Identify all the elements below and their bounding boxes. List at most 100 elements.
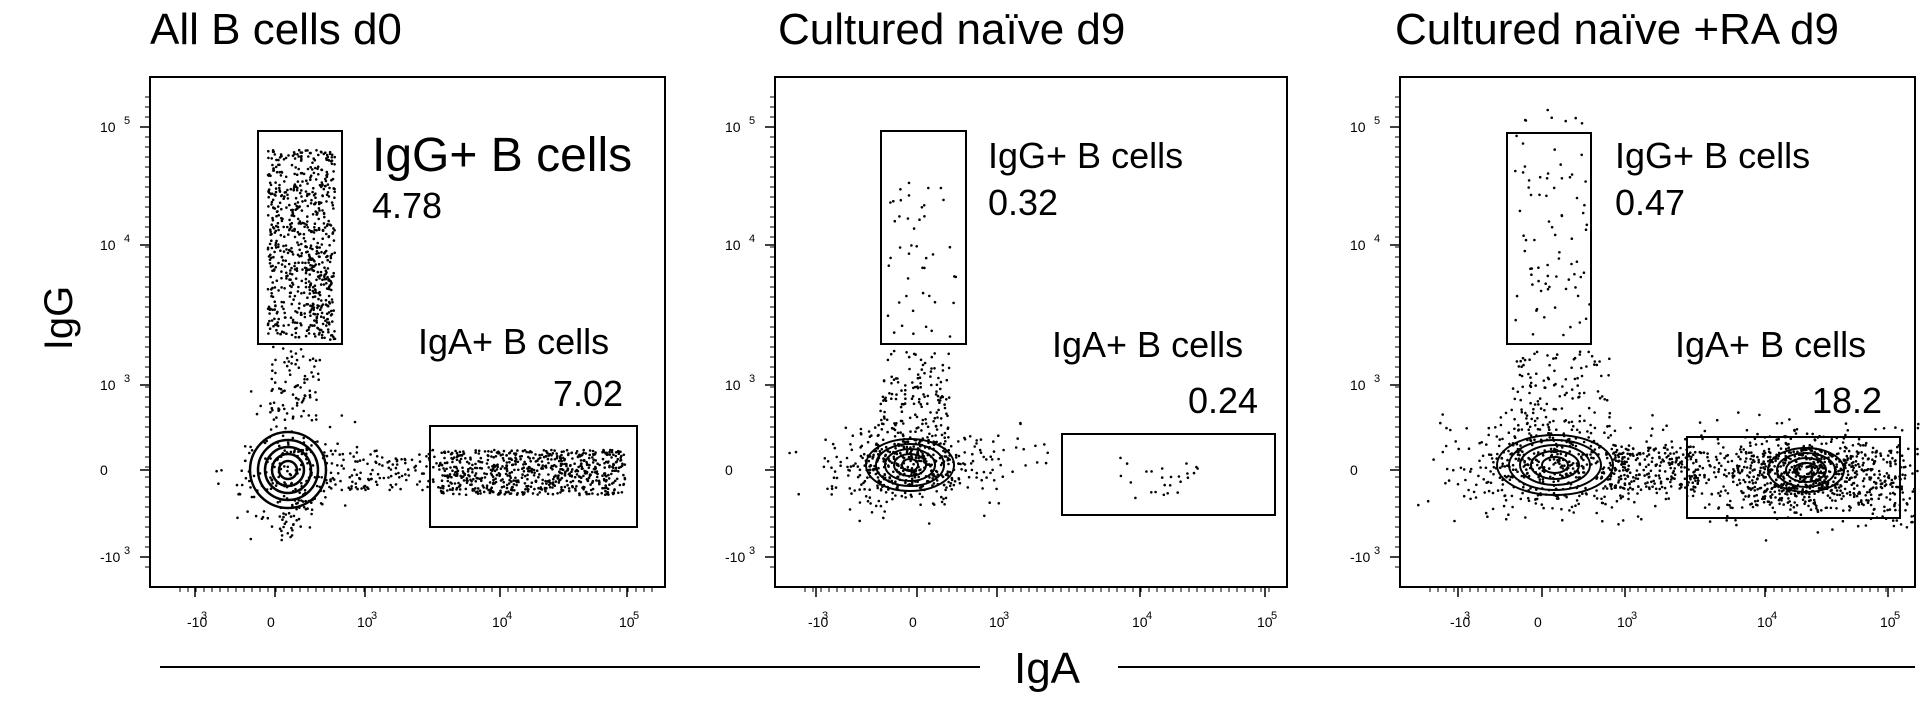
event-dot — [944, 450, 947, 454]
event-dot — [1807, 472, 1811, 475]
event-dot — [441, 474, 444, 477]
event-dot — [1454, 440, 1457, 443]
event-dot — [295, 173, 299, 176]
event-dot — [271, 308, 274, 312]
event-dot — [1546, 423, 1550, 426]
event-dot — [280, 255, 284, 259]
event-dot — [946, 470, 950, 474]
event-dot — [502, 480, 506, 484]
event-dot — [293, 183, 297, 186]
event-dot — [1750, 454, 1754, 458]
event-dot — [1659, 461, 1663, 464]
event-dot — [966, 486, 970, 489]
event-dot — [1642, 452, 1645, 455]
event-dot — [1582, 458, 1585, 462]
event-dot — [310, 444, 313, 447]
event-dot — [1583, 203, 1586, 207]
event-dot — [1529, 434, 1533, 437]
contour-double-negative — [1496, 434, 1614, 496]
event-dot — [1593, 363, 1596, 366]
event-dot — [370, 477, 373, 481]
event-dot — [560, 488, 563, 492]
event-dot — [1520, 365, 1523, 369]
event-dot — [317, 297, 320, 301]
event-dot — [1605, 398, 1609, 402]
y-tick-label: 10 — [100, 237, 116, 253]
event-dot — [443, 469, 447, 473]
event-dot — [329, 449, 333, 453]
event-dot — [291, 318, 295, 322]
event-dot — [280, 216, 283, 220]
event-dot — [1880, 486, 1884, 490]
event-dot — [1766, 455, 1770, 459]
event-dot — [1848, 490, 1852, 494]
event-dot — [1889, 492, 1892, 495]
event-dot — [367, 487, 370, 491]
event-dot — [952, 483, 956, 487]
event-dot — [1845, 492, 1849, 495]
event-dot — [969, 462, 973, 465]
event-dot — [521, 449, 525, 453]
y-tick-exponent: 5 — [124, 115, 130, 127]
event-dot — [537, 463, 541, 467]
event-dot — [1584, 486, 1587, 490]
event-dot — [1614, 459, 1618, 463]
event-dot — [461, 466, 464, 470]
event-dot — [308, 273, 312, 276]
event-dot — [271, 198, 275, 202]
event-dot — [547, 473, 550, 476]
event-dot — [490, 455, 493, 458]
event-dot — [301, 200, 304, 203]
event-dot — [299, 184, 302, 187]
event-dot — [997, 434, 1000, 438]
event-dot — [884, 445, 888, 449]
event-dot — [510, 449, 513, 453]
event-dot — [1580, 366, 1583, 370]
event-dot — [919, 382, 922, 385]
event-dot — [322, 316, 326, 319]
event-dot — [294, 362, 297, 366]
event-dot — [287, 360, 291, 363]
event-dot — [304, 277, 308, 281]
event-dot — [1804, 500, 1807, 504]
event-dot — [924, 418, 927, 421]
event-dot — [839, 460, 842, 464]
event-dot — [622, 453, 626, 457]
x-tick-exponent: 5 — [633, 610, 639, 622]
event-dot — [553, 458, 557, 461]
event-dot — [281, 347, 285, 350]
x-tick-exponent: 3 — [1631, 610, 1637, 622]
event-dot — [844, 426, 848, 430]
event-dot — [527, 451, 531, 454]
event-dot — [1465, 427, 1468, 430]
event-dot — [1638, 451, 1642, 455]
event-dot — [323, 252, 326, 255]
event-dot — [1621, 519, 1625, 522]
event-dot — [271, 387, 274, 391]
event-dot — [1557, 479, 1560, 483]
event-dot — [619, 459, 622, 462]
event-dot — [1728, 504, 1731, 507]
event-dot — [1802, 478, 1806, 481]
x-tick-label: 10 — [357, 614, 373, 630]
event-dot — [1782, 461, 1785, 464]
event-dot — [289, 187, 293, 191]
event-dot — [1504, 411, 1508, 415]
event-dot — [330, 162, 334, 166]
event-dot — [918, 397, 921, 401]
event-dot — [326, 254, 329, 258]
event-dot — [920, 485, 923, 489]
event-dot — [284, 426, 287, 430]
event-dot — [1705, 481, 1708, 485]
event-dot — [1798, 468, 1802, 471]
event-dot — [293, 294, 297, 298]
event-dot — [1735, 452, 1738, 456]
event-dot — [1663, 470, 1667, 473]
event-dot — [591, 449, 595, 453]
event-dot — [1751, 487, 1754, 490]
event-dot — [1784, 442, 1788, 446]
event-dot — [1478, 441, 1481, 445]
event-dot — [1789, 504, 1793, 507]
event-dot — [271, 281, 275, 284]
event-dot — [1703, 475, 1706, 479]
